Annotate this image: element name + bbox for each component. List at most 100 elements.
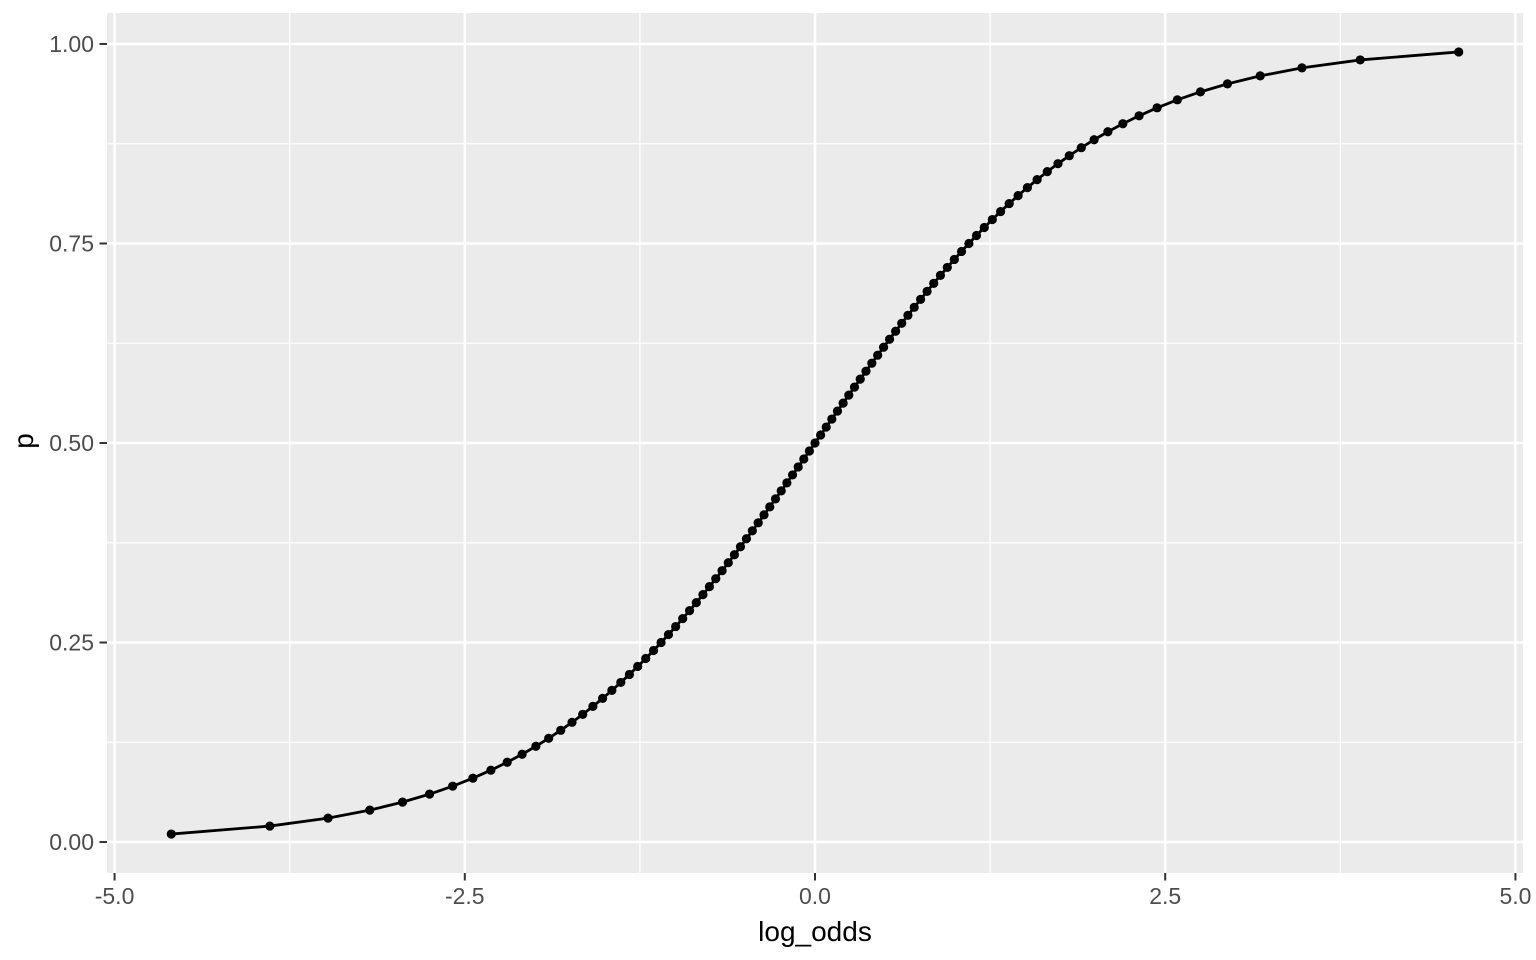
data-point — [567, 717, 577, 727]
data-point — [723, 558, 733, 568]
data-point — [1089, 135, 1099, 145]
data-point — [935, 270, 946, 281]
data-point — [787, 470, 798, 480]
data-point — [616, 677, 626, 688]
data-point — [897, 318, 907, 328]
data-point — [804, 446, 815, 456]
data-point — [624, 669, 635, 680]
data-point — [735, 542, 746, 552]
data-point — [502, 757, 512, 767]
data-point — [832, 406, 843, 416]
data-point — [607, 685, 617, 696]
data-point — [1053, 159, 1063, 169]
data-point — [1255, 71, 1265, 81]
data-point — [855, 374, 865, 384]
data-point — [1195, 87, 1206, 97]
data-point — [816, 430, 826, 440]
y-tick-label: 0.75 — [49, 230, 94, 256]
x-tick-label: 0.0 — [799, 883, 831, 909]
x-tick-label: -5.0 — [95, 883, 135, 909]
data-point — [891, 326, 901, 336]
x-tick-label: -2.5 — [445, 883, 485, 909]
data-point — [641, 653, 651, 664]
data-point — [544, 733, 554, 743]
data-point — [597, 693, 608, 703]
data-point — [663, 629, 674, 640]
data-point — [1004, 198, 1014, 209]
data-point — [1042, 167, 1052, 177]
data-point — [1454, 47, 1464, 57]
data-point — [765, 502, 775, 512]
data-point — [753, 518, 763, 528]
data-point — [1013, 191, 1023, 201]
data-point — [922, 286, 932, 296]
data-point — [1222, 79, 1233, 89]
y-tick-label: 0.25 — [49, 630, 94, 656]
x-tick-label: 2.5 — [1149, 883, 1181, 909]
data-point — [717, 566, 727, 576]
data-point — [1172, 95, 1182, 105]
data-point — [799, 454, 809, 464]
data-point — [810, 438, 820, 448]
data-point — [759, 510, 769, 520]
data-point — [578, 709, 588, 719]
data-point — [691, 598, 701, 608]
data-point — [996, 206, 1006, 217]
data-point — [556, 725, 566, 735]
data-point — [166, 829, 176, 839]
data-point — [903, 310, 913, 320]
data-point — [648, 645, 659, 656]
data-point — [916, 294, 926, 304]
data-point — [1022, 183, 1033, 193]
data-point — [711, 574, 721, 584]
x-tick-label: 5.0 — [1499, 883, 1531, 909]
y-tick-label: 1.00 — [49, 31, 94, 57]
data-point — [1064, 151, 1074, 161]
data-point — [844, 390, 854, 400]
data-point — [265, 821, 275, 831]
data-point — [678, 613, 688, 624]
data-point — [861, 366, 871, 376]
data-point — [956, 246, 967, 257]
data-point — [867, 358, 877, 368]
y-tick-label: 0.50 — [49, 430, 94, 456]
data-point — [468, 773, 478, 783]
data-point — [987, 214, 997, 225]
data-point — [1355, 55, 1365, 65]
data-point — [949, 254, 959, 265]
data-point — [1297, 63, 1307, 73]
data-point — [741, 534, 752, 544]
data-point — [821, 422, 831, 432]
data-point — [878, 342, 889, 352]
data-point — [942, 262, 952, 273]
data-point — [1152, 103, 1162, 113]
data-point — [633, 661, 643, 672]
data-point — [827, 414, 837, 424]
y-tick-label: 0.00 — [49, 829, 94, 855]
data-point — [1103, 127, 1113, 137]
data-point — [704, 582, 715, 592]
data-point — [782, 478, 792, 488]
data-point — [656, 637, 666, 648]
data-point — [448, 781, 458, 791]
data-point — [884, 334, 895, 344]
data-point — [684, 605, 695, 616]
data-point — [365, 805, 375, 815]
data-point — [770, 494, 781, 504]
data-point — [979, 222, 989, 233]
data-point — [517, 749, 527, 759]
data-point — [873, 350, 883, 360]
y-axis-title: p — [8, 433, 39, 449]
data-point — [671, 621, 681, 632]
data-point — [1032, 175, 1042, 185]
data-point — [588, 701, 598, 711]
data-point — [929, 278, 939, 288]
data-point — [909, 302, 919, 312]
data-point — [971, 230, 982, 241]
data-point — [729, 550, 739, 560]
data-point — [486, 765, 496, 775]
data-point — [838, 398, 848, 408]
data-point — [1134, 111, 1144, 121]
